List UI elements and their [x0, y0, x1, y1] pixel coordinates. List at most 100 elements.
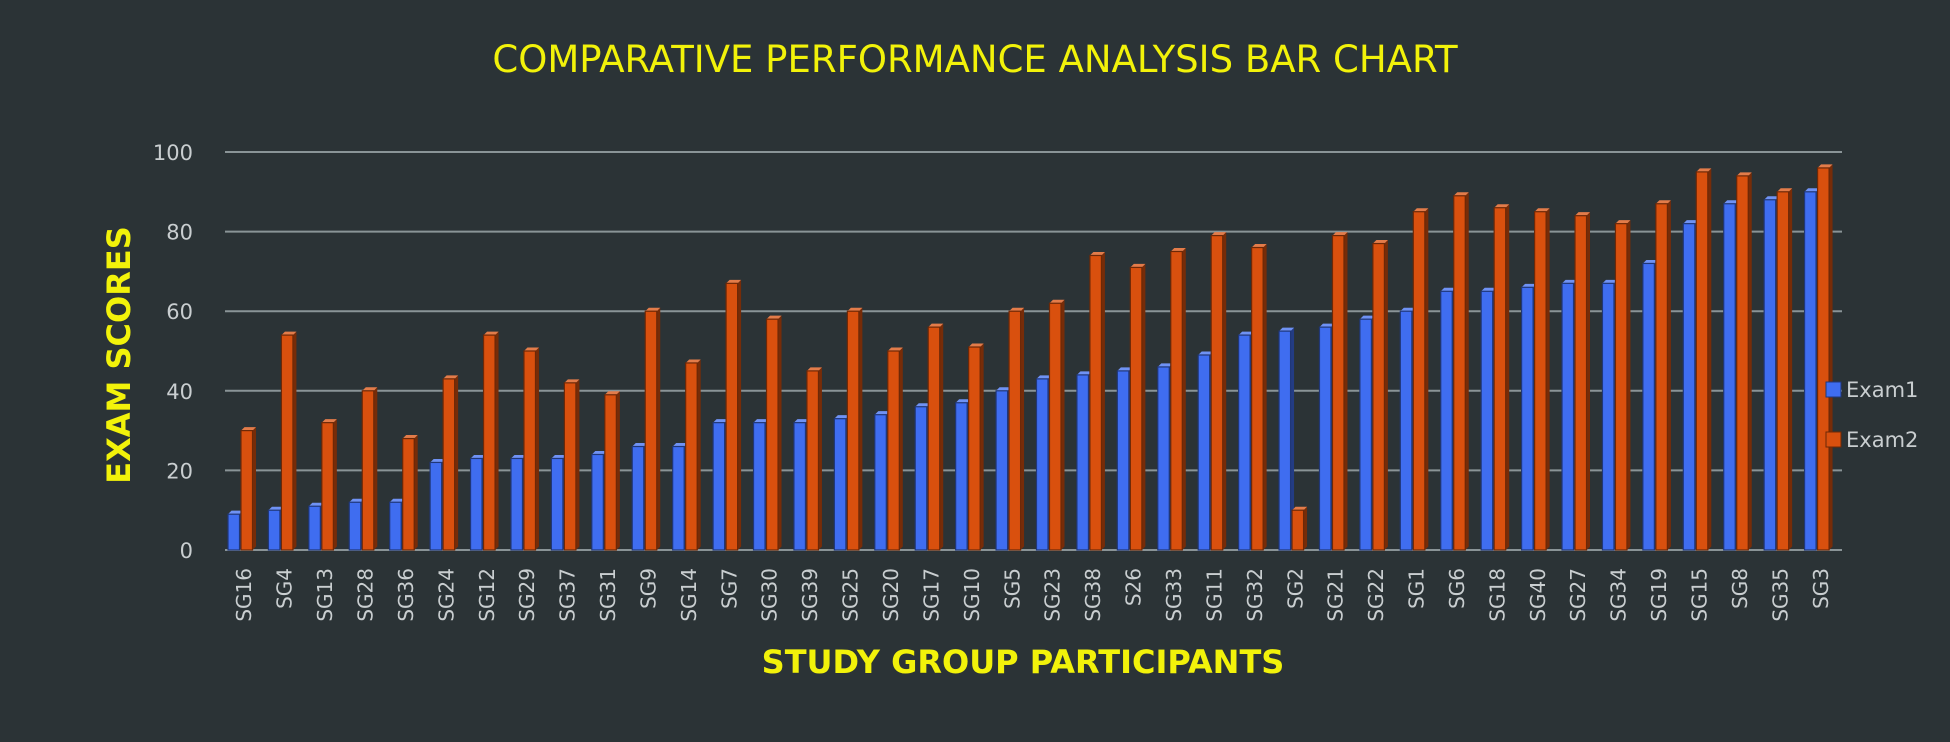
bar-side: [939, 323, 944, 550]
bar-top: [362, 387, 378, 391]
bar-top: [1198, 351, 1214, 355]
bar-front: [1210, 234, 1224, 551]
x-tick-label: SG11: [1202, 568, 1226, 622]
bar-exam2-sg16: [240, 427, 256, 551]
bar-front: [482, 334, 496, 551]
bar-front: [1493, 207, 1507, 551]
bar-top: [1575, 212, 1591, 216]
x-tick-label: SG1: [1405, 568, 1429, 609]
bar-top: [1804, 188, 1820, 192]
bar-side: [778, 315, 782, 550]
bar-front: [361, 390, 375, 551]
bar-top: [1736, 172, 1752, 176]
bar-top: [1009, 307, 1025, 312]
bar-exam2-sg8: [1736, 172, 1752, 551]
bar-front: [1816, 167, 1830, 551]
bar-side: [1222, 232, 1227, 550]
bar-top: [1817, 164, 1833, 168]
bar-exam2-sg14: [685, 359, 701, 551]
bar-front: [321, 422, 334, 551]
bar-front: [765, 318, 779, 551]
bar-front: [1129, 266, 1143, 551]
bar-front: [1116, 370, 1130, 551]
bar-top: [713, 419, 729, 423]
bar-exam2-sg23: [1048, 299, 1065, 551]
bar-side: [495, 331, 499, 550]
bar-exam2-sg9: [644, 307, 661, 551]
bar-top: [1696, 168, 1712, 172]
x-tick-label: S26: [1122, 568, 1146, 606]
bar-front: [308, 505, 321, 551]
legend: Exam1 Exam2: [1825, 378, 1918, 452]
bar-front: [874, 414, 887, 551]
bar-front: [927, 326, 941, 551]
bar-top: [915, 403, 931, 407]
bar-top: [349, 498, 365, 503]
bar-side: [1061, 299, 1065, 550]
bar-front: [806, 370, 820, 551]
bar-front: [914, 406, 928, 551]
bar-side: [333, 419, 337, 550]
bar-exam2-sg5: [1008, 307, 1025, 551]
y-tick-label: 20: [166, 459, 193, 483]
bar-front: [550, 457, 564, 551]
bar-side: [575, 379, 580, 550]
x-tick-label: SG6: [1445, 568, 1469, 609]
bar-front: [240, 430, 254, 551]
bar-top: [1655, 200, 1671, 204]
bar-top: [806, 367, 822, 371]
bar-top: [996, 387, 1012, 391]
bar-front: [725, 282, 739, 551]
bar-exam2-sg37: [563, 379, 580, 551]
bar-exam2-sg17: [927, 323, 944, 551]
x-tick-label: SG40: [1526, 568, 1550, 622]
bar-top: [955, 399, 971, 403]
bar-exam2-sg25: [846, 307, 863, 551]
x-tick-label: SG2: [1283, 568, 1307, 609]
bar-side: [1263, 244, 1267, 550]
bar-side: [292, 331, 297, 550]
bar-exam2-sg32: [1251, 244, 1267, 551]
bar-side: [1101, 251, 1105, 551]
bar-front: [887, 350, 900, 551]
bar-front: [1642, 262, 1655, 551]
bar-side: [1424, 208, 1429, 550]
bar-top: [847, 307, 863, 312]
bar-top: [1534, 208, 1550, 212]
x-tick-label: SG17: [919, 568, 943, 622]
bar-front: [1480, 290, 1494, 551]
bar-side: [1384, 240, 1388, 551]
bar-front: [1359, 318, 1373, 551]
bar-side: [737, 279, 742, 550]
bar-side: [858, 307, 863, 550]
bar-exam1-sg2: [1278, 327, 1295, 551]
bar-front: [644, 310, 658, 551]
bar-front: [1399, 310, 1413, 551]
x-tick-label: SG30: [758, 568, 782, 622]
x-tick-label: SG19: [1647, 568, 1671, 622]
bar-top: [510, 454, 526, 459]
bar-top: [726, 279, 742, 284]
bar-top: [268, 506, 284, 511]
x-tick-label: SG14: [677, 568, 701, 622]
bar-front: [1372, 242, 1386, 551]
bar-top: [402, 435, 418, 439]
x-tick-label: SG5: [1000, 568, 1024, 609]
bar-front: [469, 457, 483, 551]
bar-exam2-sg36: [402, 435, 418, 551]
bar-top: [645, 307, 661, 312]
x-tick-label: SG38: [1081, 568, 1105, 622]
bar-exam2-sg24: [442, 375, 459, 551]
bar-exam2-sg1: [1412, 208, 1429, 551]
bar-front: [227, 513, 241, 551]
x-tick-label: SG39: [798, 568, 822, 622]
legend-label-exam1: Exam1: [1846, 378, 1918, 402]
bar-front: [1723, 203, 1736, 551]
y-axis-title: EXAM SCORES: [100, 226, 138, 484]
bar-front: [1278, 330, 1292, 551]
bar-front: [752, 422, 766, 551]
bars: [227, 164, 1833, 551]
bar-top: [1481, 287, 1497, 292]
bar-top: [1400, 307, 1416, 312]
